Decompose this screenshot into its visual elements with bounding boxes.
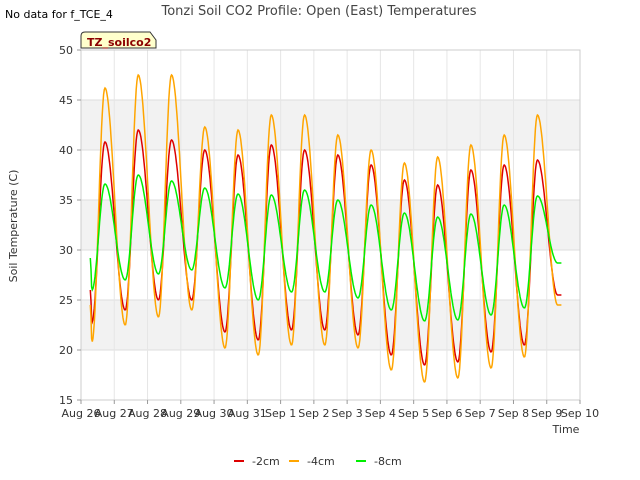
x-tick-label: Sep 7 — [465, 407, 496, 420]
badge-label: TZ_soilco2 — [87, 36, 151, 49]
plot-frame — [80, 49, 581, 401]
x-axis-label: Time — [552, 423, 580, 436]
x-tick-label: Sep 9 — [531, 407, 562, 420]
x-tick-label: Aug 27 — [95, 407, 134, 420]
x-tick-label: Sep 1 — [265, 407, 296, 420]
y-tick-label: 15 — [59, 394, 73, 407]
x-tick-label: Sep 3 — [332, 407, 363, 420]
legend-label: -2cm — [252, 455, 280, 468]
y-tick-label: 20 — [59, 344, 73, 357]
plot-band — [81, 350, 580, 400]
series-line--8cm — [89, 174, 562, 322]
x-tick-label: Aug 30 — [195, 407, 234, 420]
x-tick-label: Sep 6 — [431, 407, 462, 420]
x-tick-label: Aug 29 — [161, 407, 200, 420]
x-tick-label: Aug 28 — [128, 407, 167, 420]
legend-label: -4cm — [307, 455, 335, 468]
plot-background — [81, 50, 580, 400]
site-badge: TZ_soilco2 — [80, 31, 157, 49]
y-tick-label: 35 — [59, 194, 73, 207]
x-tick-label: Sep 2 — [298, 407, 329, 420]
x-tick-label: Sep 4 — [365, 407, 396, 420]
x-tick-label: Sep 5 — [398, 407, 429, 420]
no-data-note: No data for f_TCE_4 — [5, 8, 113, 21]
x-tick-label: Sep 8 — [498, 407, 529, 420]
plot-band — [81, 50, 580, 100]
plot-band — [81, 150, 580, 200]
y-axis: 15 20 25 30 35 40 45 50 — [59, 44, 81, 407]
x-tick-label: Sep 10 — [561, 407, 599, 420]
x-tick-label: Aug 31 — [228, 407, 267, 420]
series-line--4cm — [89, 73, 562, 383]
y-axis-label: Soil Temperature (C) — [7, 170, 20, 283]
y-tick-label: 45 — [59, 94, 73, 107]
series-lines — [89, 73, 562, 383]
y-tick-label: 30 — [59, 244, 73, 257]
legend: -2cm -4cm -8cm — [234, 455, 402, 468]
plot-band — [81, 100, 580, 150]
y-tick-label: 25 — [59, 294, 73, 307]
y-tick-label: 40 — [59, 144, 73, 157]
plot-band — [81, 200, 580, 250]
chart-title: Tonzi Soil CO2 Profile: Open (East) Temp… — [160, 4, 476, 19]
plot-band — [81, 300, 580, 350]
y-tick-label: 50 — [59, 44, 73, 57]
legend-label: -8cm — [374, 455, 402, 468]
x-tick-label: Aug 26 — [62, 407, 101, 420]
badge-box — [80, 31, 157, 49]
